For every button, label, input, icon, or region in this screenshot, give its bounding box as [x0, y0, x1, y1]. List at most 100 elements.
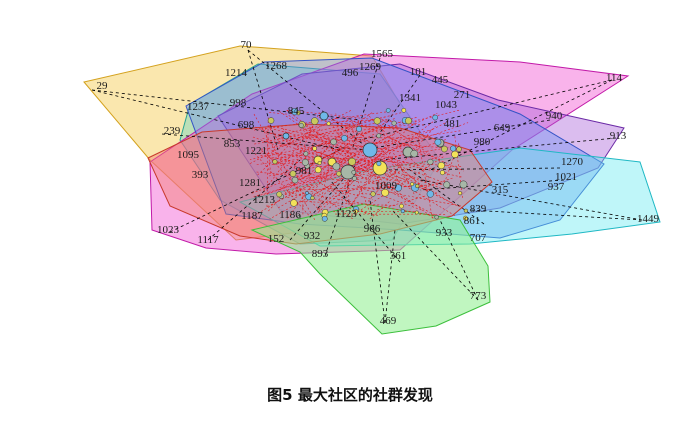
node-small-43 — [373, 117, 381, 125]
node-small-25 — [297, 214, 302, 220]
node-small-23 — [456, 146, 462, 152]
node-small-7 — [267, 117, 275, 124]
node-label-271: 271 — [454, 89, 471, 101]
node-small-69 — [332, 162, 341, 171]
node-label-496: 496 — [342, 67, 359, 79]
node-label-1043: 1043 — [435, 99, 458, 111]
node-small-30 — [426, 190, 434, 198]
node-small-5 — [410, 149, 418, 158]
node-small-1 — [291, 176, 299, 184]
node-hub-2 — [372, 160, 388, 176]
node-small-10 — [400, 209, 405, 214]
node-small-45 — [352, 176, 357, 181]
node-label-933: 933 — [436, 227, 453, 239]
node-small-58 — [341, 135, 348, 142]
node-small-62 — [321, 215, 328, 222]
node-small-46 — [356, 126, 362, 132]
node-label-861: 861 — [464, 215, 481, 227]
network-nodes — [267, 108, 468, 222]
node-label-998: 998 — [230, 97, 247, 109]
node-label-932: 932 — [304, 230, 321, 242]
node-label-1268: 1268 — [265, 60, 288, 72]
node-label-1281: 1281 — [239, 177, 261, 189]
node-small-37 — [298, 122, 304, 128]
node-label-114: 114 — [606, 72, 623, 84]
node-label-1187: 1187 — [241, 210, 263, 222]
node-small-40 — [437, 161, 445, 170]
node-label-1221: 1221 — [245, 145, 267, 157]
node-small-21 — [303, 151, 309, 157]
node-small-66 — [450, 145, 457, 152]
node-label-315: 315 — [492, 184, 509, 196]
node-small-24 — [399, 203, 404, 209]
node-label-1270: 1270 — [561, 156, 584, 168]
node-small-59 — [296, 110, 301, 116]
node-small-61 — [301, 158, 309, 166]
node-small-42 — [434, 138, 442, 146]
node-label-649: 649 — [494, 122, 511, 134]
node-label-445: 445 — [432, 74, 449, 86]
node-label-1023: 1023 — [157, 224, 180, 236]
node-label-913: 913 — [610, 130, 627, 142]
node-small-22 — [385, 108, 391, 113]
node-small-4 — [381, 188, 389, 197]
node-label-1214: 1214 — [225, 67, 248, 79]
node-label-1269: 1269 — [359, 61, 382, 73]
node-small-39 — [415, 183, 420, 189]
node-label-152: 152 — [268, 233, 285, 245]
node-small-44 — [451, 150, 459, 159]
node-small-27 — [289, 170, 297, 177]
node-small-48 — [414, 210, 419, 215]
node-hub-8 — [282, 132, 290, 140]
node-label-981: 981 — [296, 165, 313, 177]
node-label-966: 966 — [364, 223, 381, 235]
node-hub-0 — [362, 142, 378, 158]
node-label-940: 940 — [546, 110, 563, 122]
node-label-70: 70 — [241, 39, 253, 51]
node-small-47 — [348, 157, 356, 166]
node-small-13 — [427, 158, 434, 165]
node-small-67 — [310, 117, 319, 125]
node-small-0 — [317, 161, 322, 166]
node-label-845: 845 — [288, 105, 305, 117]
node-small-20 — [326, 121, 331, 126]
node-label-1186: 1186 — [279, 209, 301, 221]
node-small-3 — [441, 145, 448, 153]
node-label-481: 481 — [444, 118, 461, 130]
long-links — [91, 49, 643, 324]
node-label-773: 773 — [470, 290, 487, 302]
node-small-28 — [353, 209, 359, 214]
node-small-19 — [370, 191, 376, 197]
node-small-16 — [401, 108, 407, 113]
node-small-33 — [459, 180, 468, 189]
node-label-1009: 1009 — [375, 180, 398, 192]
node-small-56 — [314, 166, 322, 174]
node-label-1565: 1565 — [371, 48, 394, 60]
node-label-29: 29 — [97, 80, 109, 92]
node-label-853: 853 — [224, 138, 241, 150]
node-small-68 — [312, 146, 317, 151]
node-small-17 — [391, 120, 397, 126]
node-small-12 — [290, 199, 298, 207]
node-small-38 — [394, 184, 402, 192]
figure-caption: 图5 最大社区的社群发现 — [267, 386, 433, 404]
community-hull-magenta — [149, 53, 630, 255]
node-label-1341: 1341 — [399, 92, 421, 104]
node-label-101: 101 — [410, 66, 427, 78]
node-small-65 — [443, 181, 451, 189]
node-label-1021: 1021 — [555, 171, 577, 183]
node-small-36 — [439, 170, 445, 176]
node-small-57 — [376, 133, 382, 139]
node-label-239: 239 — [164, 125, 181, 137]
node-small-35 — [336, 171, 342, 177]
node-small-34 — [305, 191, 309, 195]
node-label-707: 707 — [470, 232, 487, 244]
node-label-1117: 1117 — [197, 234, 219, 246]
node-label-893: 893 — [312, 248, 329, 260]
node-small-11 — [310, 195, 315, 201]
node-label-469: 469 — [380, 315, 397, 327]
node-small-49 — [434, 214, 439, 220]
node-label-393: 393 — [192, 169, 209, 181]
node-small-41 — [351, 170, 356, 175]
